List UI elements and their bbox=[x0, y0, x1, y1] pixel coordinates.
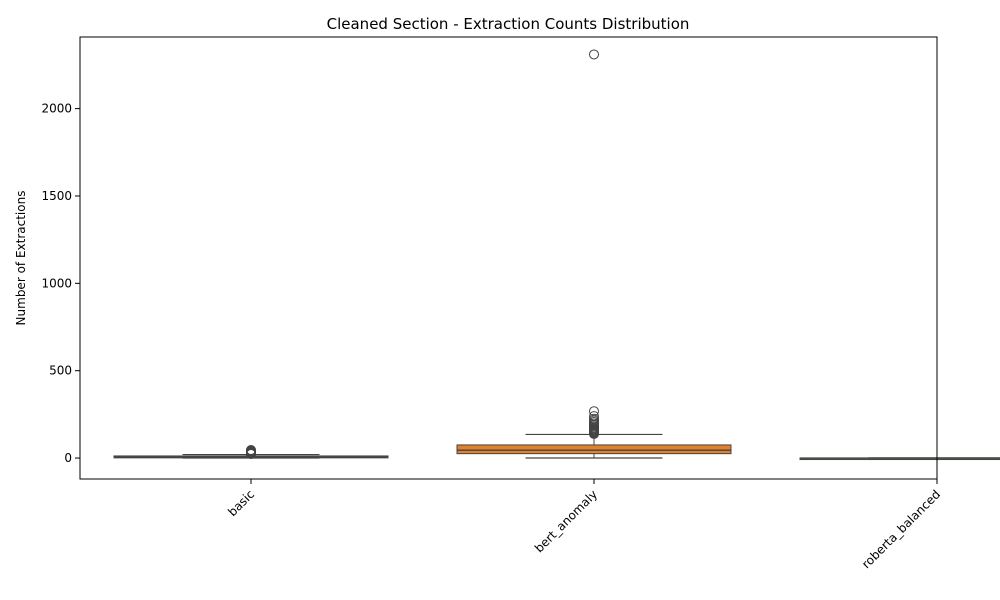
y-axis-label: Number of Extractions bbox=[14, 191, 28, 326]
y-tick-label: 1000 bbox=[41, 276, 72, 290]
outlier-point bbox=[589, 413, 599, 424]
y-tick-label: 2000 bbox=[41, 102, 72, 116]
box-iqr bbox=[456, 444, 732, 455]
outlier-point bbox=[589, 411, 599, 422]
x-tick-label: basic bbox=[225, 487, 257, 519]
box-roberta_balanced bbox=[799, 457, 1000, 461]
box-bert_anomaly bbox=[456, 49, 732, 459]
x-tick-label: roberta_balanced bbox=[859, 487, 943, 571]
outlier-point bbox=[589, 49, 599, 60]
y-axis-ticks: 0 500 1000 1500 2000 bbox=[41, 102, 80, 465]
y-tick-label: 1500 bbox=[41, 189, 72, 203]
y-tick-label: 0 bbox=[64, 451, 72, 465]
chart-title: Cleaned Section - Extraction Counts Dist… bbox=[327, 15, 690, 33]
outlier-point bbox=[589, 406, 599, 417]
x-axis-ticks: basic bert_anomaly roberta_balanced bbox=[225, 479, 943, 571]
x-tick-label: bert_anomaly bbox=[532, 487, 600, 555]
box-plots bbox=[113, 49, 1000, 461]
outlier-point bbox=[246, 444, 256, 455]
box-basic bbox=[113, 444, 389, 460]
plot-frame bbox=[79, 36, 938, 480]
y-tick-label: 500 bbox=[49, 364, 72, 378]
